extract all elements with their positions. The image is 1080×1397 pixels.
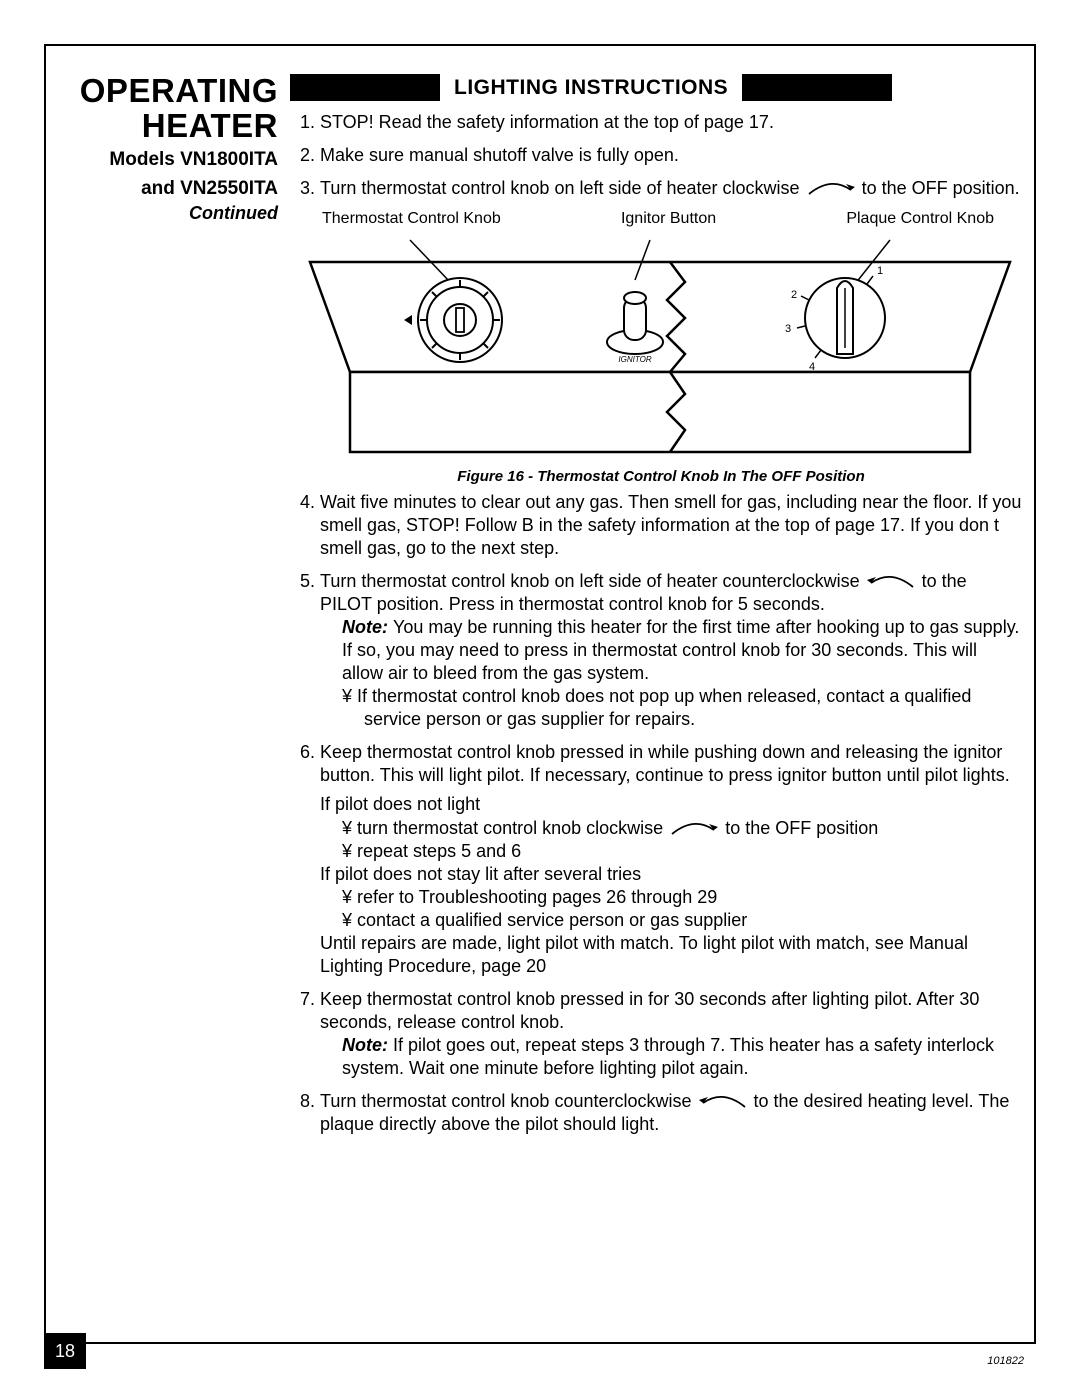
note-label: Note: [342, 1035, 393, 1055]
clockwise-arrow-icon [668, 820, 720, 838]
step-3-text-b: to the OFF position. [862, 178, 1020, 198]
step-5-text-a: Turn thermostat control knob on left sid… [320, 571, 865, 591]
step-3-text-a: Turn thermostat control knob on left sid… [320, 178, 800, 198]
step-6-tail: Until repairs are made, light pilot with… [320, 932, 1022, 978]
section-banner: LIGHTING INSTRUCTIONS [290, 74, 1022, 101]
step-6-bullet-2: ¥ repeat steps 5 and 6 [320, 840, 1022, 863]
step-5: Turn thermostat control knob on left sid… [320, 570, 1022, 731]
figure-16: Thermostat Control Knob Ignitor Button P… [300, 210, 1022, 485]
banner-title: LIGHTING INSTRUCTIONS [454, 76, 728, 100]
label-thermostat: Thermostat Control Knob [322, 210, 501, 228]
step-6-main: Keep thermostat control knob pressed in … [320, 742, 1010, 785]
step-1: STOP! Read the safety information at the… [320, 111, 1022, 134]
step-6-if-2: If pilot does not stay lit after several… [320, 863, 1022, 886]
step-7: Keep thermostat control knob pressed in … [320, 988, 1022, 1080]
banner-bar-left [290, 74, 440, 101]
step-5-note-text: You may be running this heater for the f… [342, 617, 1019, 683]
step-4: Wait five minutes to clear out any gas. … [320, 491, 1022, 560]
step-3: Turn thermostat control knob on left sid… [320, 177, 1022, 200]
svg-text:4: 4 [809, 361, 815, 373]
svg-text:3: 3 [785, 323, 791, 335]
svg-text:IGNITOR: IGNITOR [618, 355, 651, 364]
control-panel-diagram: IGNITOR 1 2 3 [300, 232, 1020, 462]
svg-text:1: 1 [877, 265, 883, 277]
step-7-main: Keep thermostat control knob pressed in … [320, 989, 979, 1032]
models-line-1: Models VN1800ITA [74, 149, 278, 172]
document-id: 101822 [987, 1355, 1024, 1367]
label-ignitor: Ignitor Button [621, 210, 716, 228]
continued-label: Continued [74, 203, 278, 224]
clockwise-arrow-icon [805, 180, 857, 198]
step-7-note-text: If pilot goes out, repeat steps 3 throug… [342, 1035, 994, 1078]
instruction-list-contd: Wait five minutes to clear out any gas. … [290, 491, 1022, 1136]
step-7-note: Note: If pilot goes out, repeat steps 3 … [320, 1034, 1022, 1080]
label-plaque: Plaque Control Knob [846, 210, 994, 228]
operating-heading-2: HEATER [74, 109, 278, 144]
operating-heading-1: OPERATING [74, 74, 278, 109]
step-5-note: Note: You may be running this heater for… [320, 616, 1022, 685]
counterclockwise-arrow-icon [865, 573, 917, 591]
step-6: Keep thermostat control knob pressed in … [320, 741, 1022, 977]
step-5-bullet: ¥ If thermostat control knob does not po… [320, 685, 1022, 731]
step-6-if-1: If pilot does not light [320, 793, 1022, 816]
step-6-bullet-4: ¥ contact a qualified service person or … [320, 909, 1022, 932]
step-8: Turn thermostat control knob countercloc… [320, 1090, 1022, 1136]
step-8-text-a: Turn thermostat control knob countercloc… [320, 1091, 697, 1111]
page-number: 18 [44, 1333, 86, 1369]
step-6-bullet-1: ¥ turn thermostat control knob clockwise… [320, 817, 1022, 840]
banner-bar-right [742, 74, 892, 101]
svg-text:2: 2 [791, 289, 797, 301]
models-line-2: and VN2550ITA [74, 178, 278, 201]
note-label: Note: [342, 617, 393, 637]
step-6-bullet-3: ¥ refer to Troubleshooting pages 26 thro… [320, 886, 1022, 909]
figure-caption: Figure 16 - Thermostat Control Knob In T… [300, 468, 1022, 485]
counterclockwise-arrow-icon [697, 1093, 749, 1111]
instruction-list: STOP! Read the safety information at the… [290, 111, 1022, 200]
step-2: Make sure manual shutoff valve is fully … [320, 144, 1022, 167]
